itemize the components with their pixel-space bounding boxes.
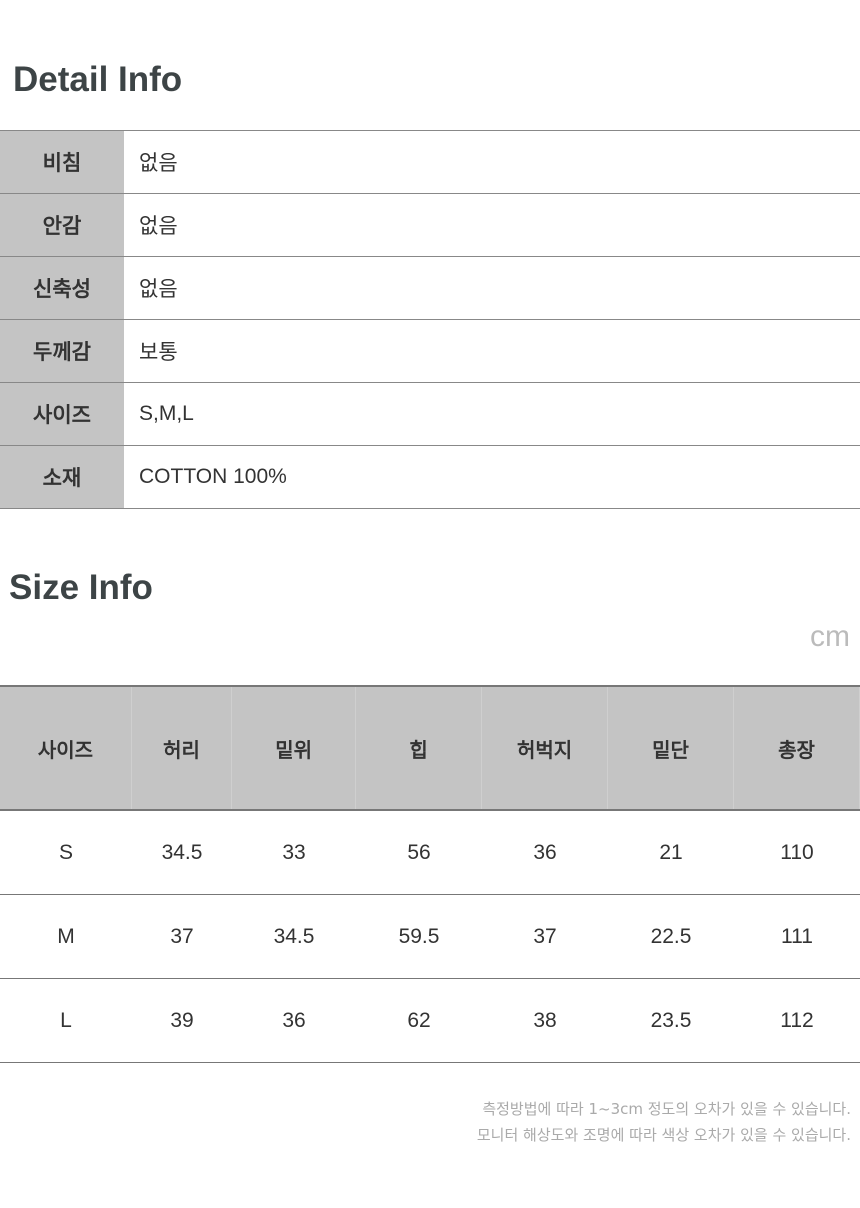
size-row: L 39 36 62 38 23.5 112 [0, 979, 860, 1063]
size-cell: S [58, 840, 73, 864]
size-cell: L [60, 1008, 72, 1032]
note-measurement: 측정방법에 따라 1~3cm 정도의 오차가 있을 수 있습니다. [482, 1100, 851, 1118]
detail-label: 소재 [0, 446, 124, 508]
notes: 측정방법에 따라 1~3cm 정도의 오차가 있을 수 있습니다. 모니터 해상… [477, 1096, 851, 1148]
detail-row: 신축성 없음 [0, 257, 860, 320]
size-cell: 39 [170, 1008, 194, 1032]
size-cell: 37 [170, 924, 194, 948]
detail-value: S,M,L [139, 402, 194, 425]
detail-info-title: Detail Info [13, 60, 183, 99]
detail-label: 비침 [0, 131, 124, 193]
size-info-title: Size Info [9, 568, 153, 607]
detail-label: 사이즈 [0, 383, 124, 445]
size-row: S 34.5 33 56 36 21 110 [0, 811, 860, 895]
detail-value: 없음 [139, 278, 178, 301]
size-header-cell: 허리 [132, 687, 233, 809]
size-cell: 59.5 [398, 924, 440, 948]
size-cell: 56 [407, 840, 431, 864]
detail-table: 비침 없음 안감 없음 신축성 없음 두께감 보통 사이즈 S,M,L 소재 COTTON 100% [0, 130, 860, 509]
size-cell: 38 [533, 1008, 557, 1032]
size-row: M 37 34.5 59.5 37 22.5 111 [0, 895, 860, 979]
size-cell: 36 [282, 1008, 306, 1032]
size-cell: 62 [407, 1008, 431, 1032]
detail-label: 안감 [0, 194, 124, 256]
note-monitor: 모니터 해상도와 조명에 따라 색상 오차가 있을 수 있습니다. [476, 1126, 851, 1144]
unit-label: cm [810, 620, 850, 653]
size-cell: 33 [282, 840, 306, 864]
size-table: 사이즈 허리 밑위 힙 허벅지 밑단 총장 S 34.5 33 56 36 21 110 M 37 34.5 59… [0, 685, 860, 1063]
size-cell: M [57, 924, 75, 948]
detail-row: 안감 없음 [0, 194, 860, 257]
size-header-cell: 밑위 [232, 687, 357, 809]
size-cell: 34.5 [273, 924, 315, 948]
detail-value: 없음 [139, 215, 178, 238]
size-header-cell: 사이즈 [0, 687, 132, 809]
size-cell: 21 [659, 840, 683, 864]
detail-row: 비침 없음 [0, 131, 860, 194]
size-header-cell: 총장 [734, 687, 860, 809]
detail-row: 사이즈 S,M,L [0, 383, 860, 446]
size-header-cell: 힙 [356, 687, 483, 809]
detail-value: COTTON 100% [139, 465, 287, 488]
size-cell: 37 [533, 924, 557, 948]
detail-label: 두께감 [0, 320, 124, 382]
size-cell: 23.5 [650, 1008, 692, 1032]
detail-row: 소재 COTTON 100% [0, 446, 860, 509]
size-header-cell: 허벅지 [482, 687, 609, 809]
size-cell: 36 [533, 840, 557, 864]
detail-row: 두께감 보통 [0, 320, 860, 383]
detail-label: 신축성 [0, 257, 124, 319]
size-cell: 34.5 [161, 840, 203, 864]
detail-value: 보통 [139, 341, 178, 364]
size-cell: 110 [780, 840, 814, 864]
size-cell: 112 [780, 1008, 814, 1032]
size-cell: 111 [781, 924, 813, 948]
size-cell: 22.5 [650, 924, 692, 948]
detail-value: 없음 [139, 152, 178, 175]
size-header-cell: 밑단 [608, 687, 734, 809]
size-header-row: 사이즈 허리 밑위 힙 허벅지 밑단 총장 [0, 685, 860, 811]
